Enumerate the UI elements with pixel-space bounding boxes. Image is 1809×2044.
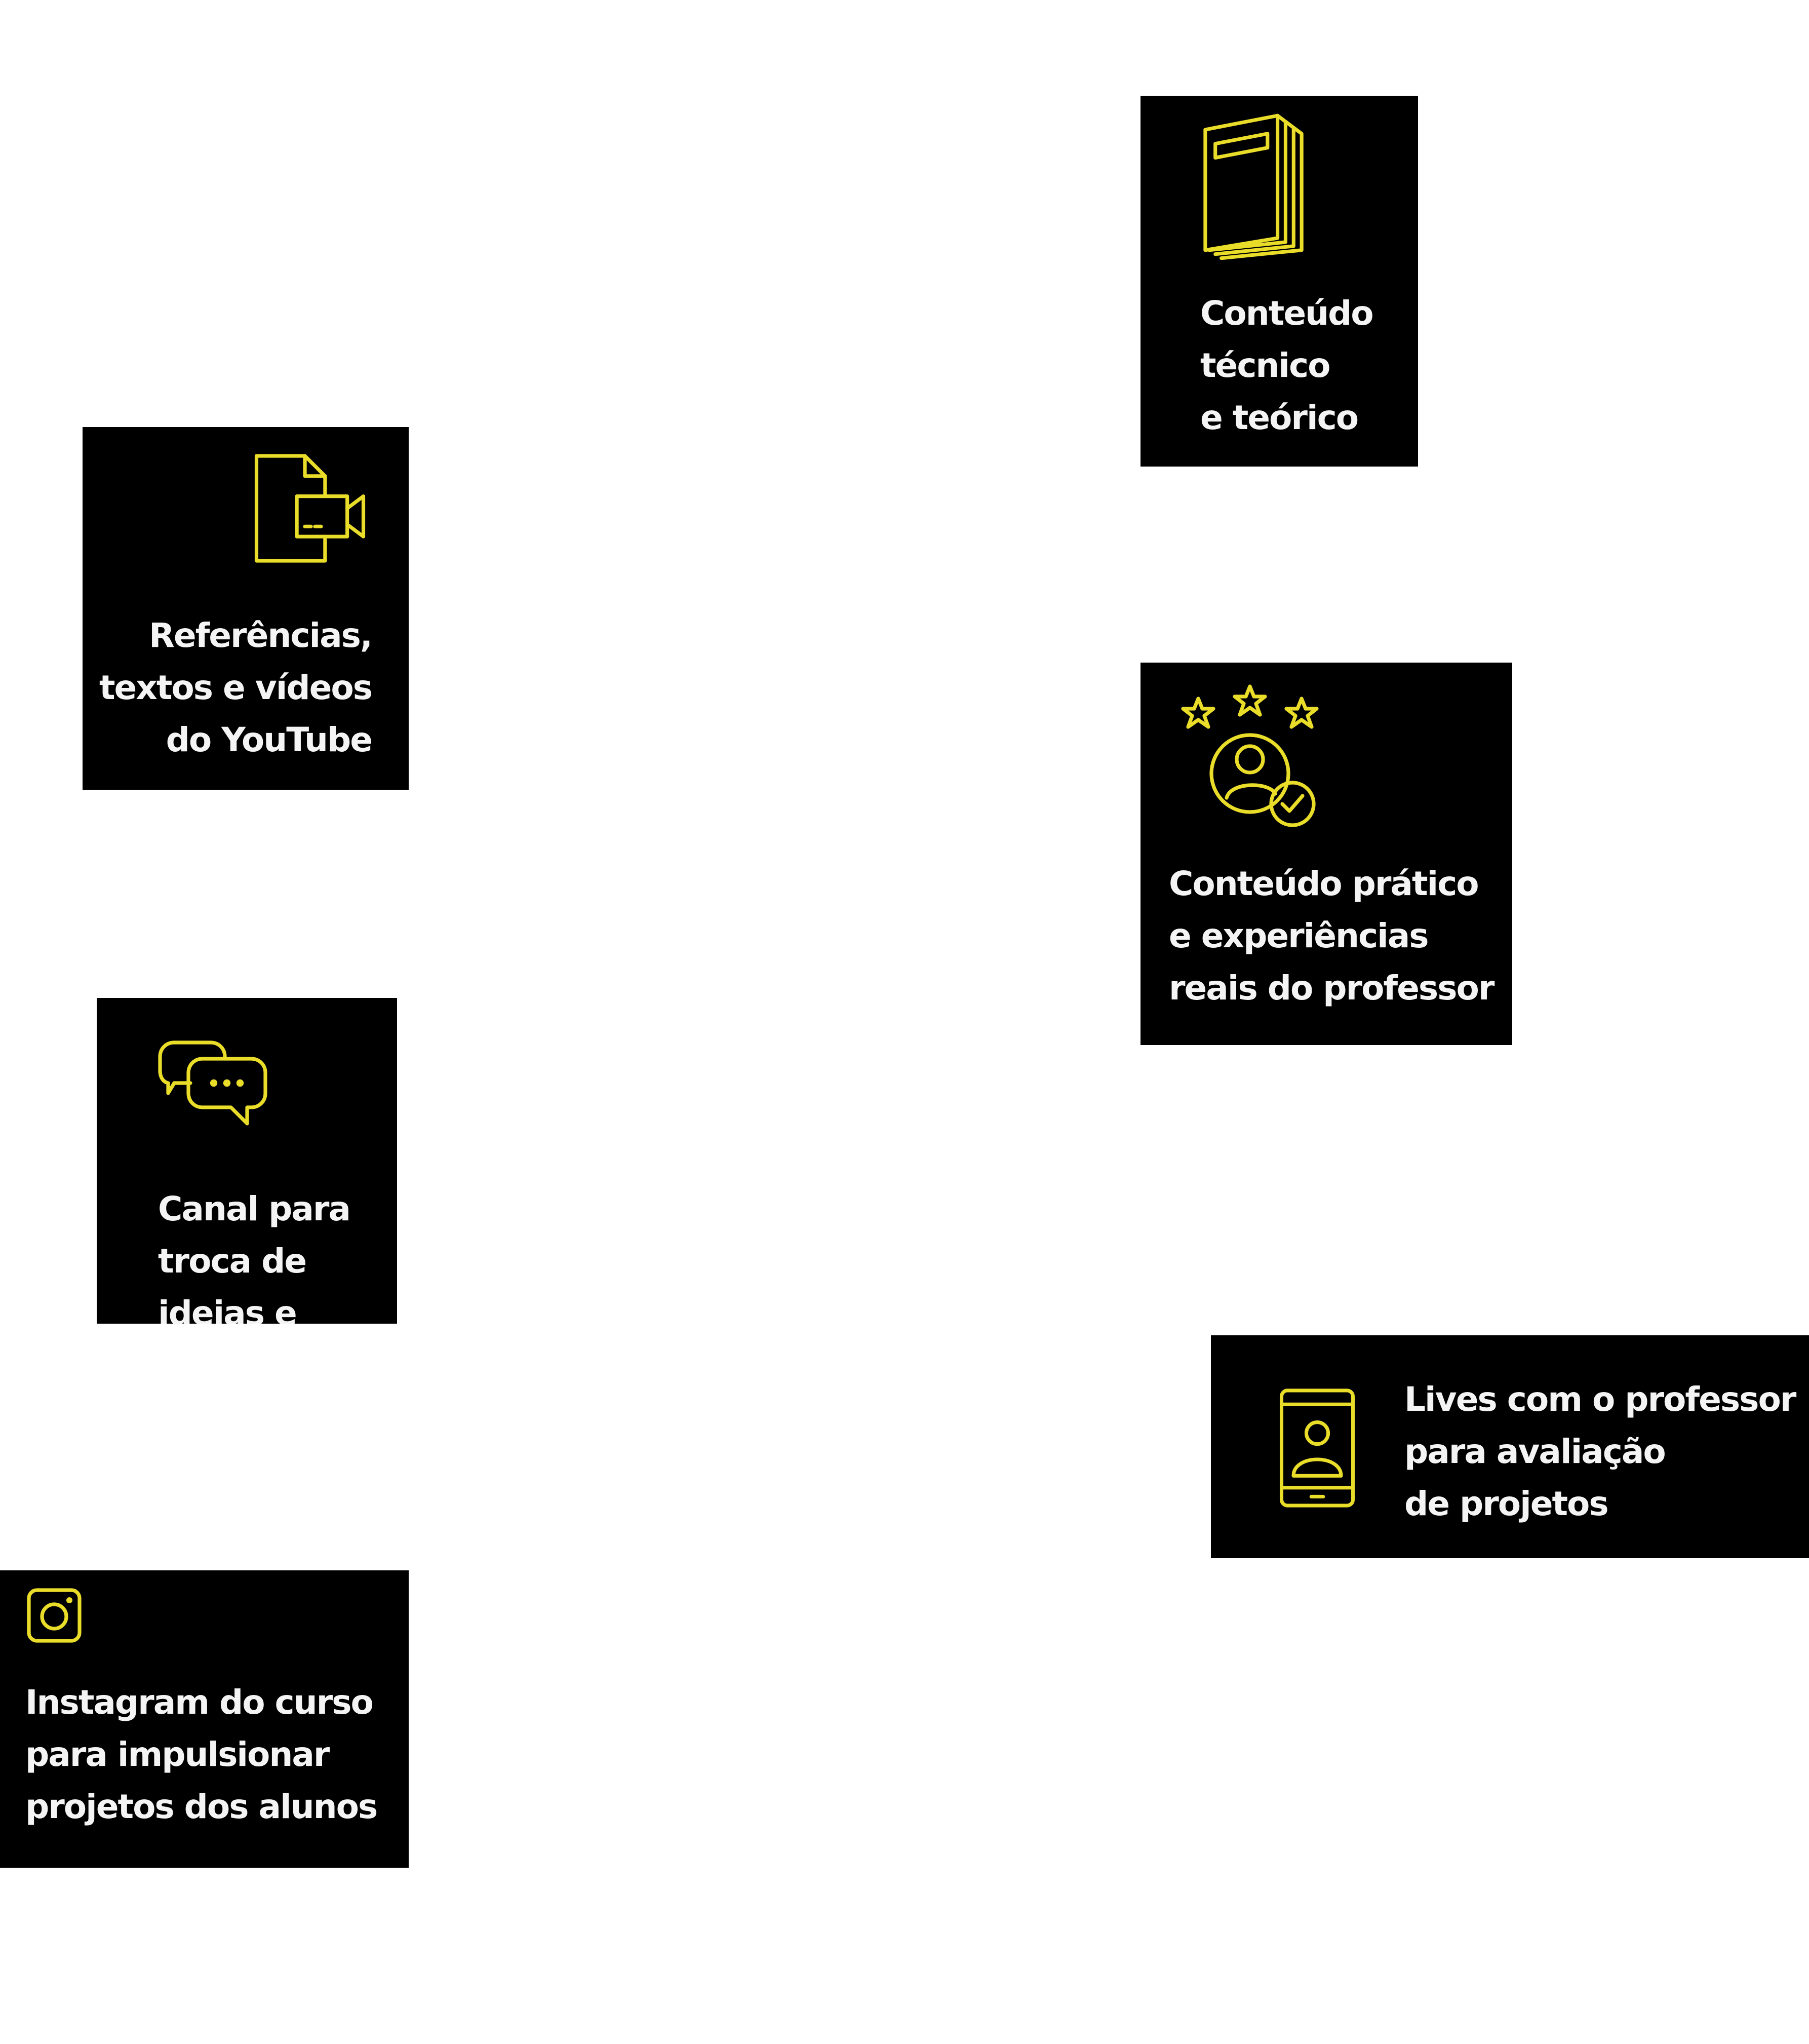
feature-text-line: projetos dos alunos xyxy=(25,1787,378,1826)
feature-text: Conteúdo prático e experiências reais do… xyxy=(1169,858,1495,1014)
feature-text: Lives com o professor para avaliação de … xyxy=(1404,1373,1796,1530)
feature-text-line: técnico xyxy=(1200,346,1331,385)
instagram-icon xyxy=(26,1587,83,1644)
feature-card-lives: Lives com o professor para avaliação de … xyxy=(1211,1335,1809,1558)
feature-text-line: ideias e xyxy=(158,1294,297,1324)
feature-text-line: Referências, xyxy=(149,616,373,655)
feature-card-technical-content: Conteúdo técnico e teórico xyxy=(1141,96,1418,467)
feature-text-line: reais do professor xyxy=(1169,969,1495,1008)
feature-text-line: e experiências xyxy=(1169,916,1429,955)
feature-text-line: de projetos xyxy=(1404,1484,1609,1523)
feature-card-references: Referências, textos e vídeos do YouTube xyxy=(83,427,409,790)
rated-user-icon xyxy=(1176,684,1328,831)
chat-bubbles-icon xyxy=(158,1040,269,1127)
feature-text: Conteúdo técnico e teórico xyxy=(1200,287,1374,444)
feature-text-line: Canal para xyxy=(158,1189,351,1228)
book-icon xyxy=(1199,113,1310,260)
feature-text-line: Conteúdo prático xyxy=(1169,864,1479,903)
feature-text-line: do YouTube xyxy=(166,720,373,759)
feature-card-instagram: Instagram do curso para impulsionar proj… xyxy=(0,1570,409,1868)
video-file-icon xyxy=(252,454,369,563)
phone-video-call-icon xyxy=(1279,1389,1355,1508)
feature-text-line: Lives com o professor xyxy=(1404,1380,1796,1419)
feature-text-line: troca de xyxy=(158,1242,307,1281)
feature-card-practical-content: Conteúdo prático e experiências reais do… xyxy=(1141,663,1512,1045)
feature-text: Instagram do curso para impulsionar proj… xyxy=(25,1676,378,1833)
feature-text-line: para impulsionar xyxy=(25,1735,330,1774)
feature-text: Referências, textos e vídeos do YouTube xyxy=(99,609,373,766)
feature-text-line: para avaliação xyxy=(1404,1432,1666,1471)
feature-text: Canal para troca de ideias e xyxy=(158,1183,351,1324)
feature-text-line: textos e vídeos xyxy=(99,668,373,707)
feature-text-line: Instagram do curso xyxy=(25,1683,374,1722)
feature-text-line: Conteúdo xyxy=(1200,294,1374,333)
feature-card-channel: Canal para troca de ideias e xyxy=(97,998,397,1324)
feature-text-line: e teórico xyxy=(1200,398,1359,437)
